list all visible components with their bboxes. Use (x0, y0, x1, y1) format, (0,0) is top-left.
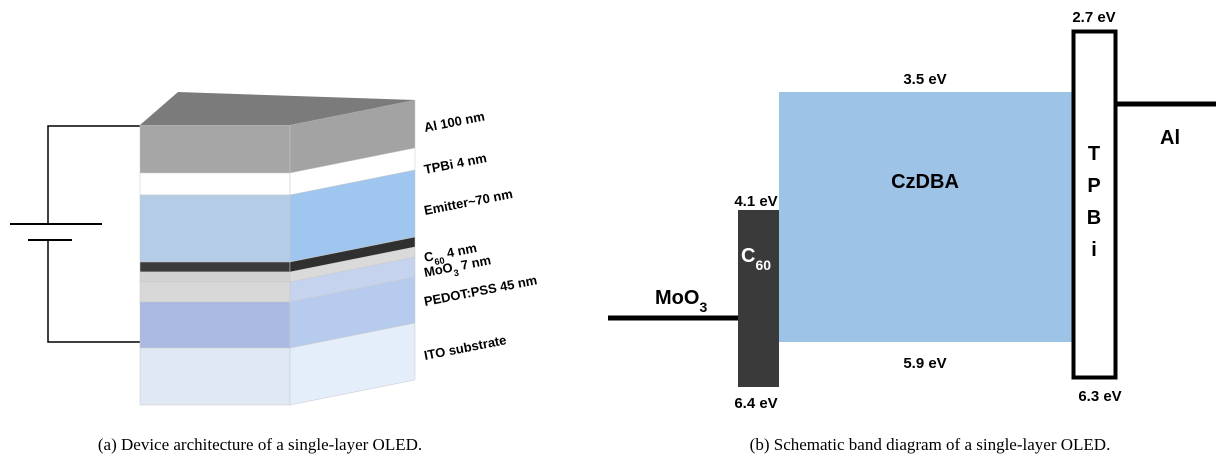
text-part: C (741, 245, 755, 267)
subscript: 60 (755, 257, 771, 273)
layer-label: Al 100 nm (423, 109, 486, 135)
text-part: Emitter~70 nm (423, 186, 514, 218)
energy-label: 5.9 eV (903, 355, 946, 372)
layer-name: CzDBA (891, 171, 959, 193)
tpbi-letter: B (1087, 207, 1101, 229)
layer-front (140, 282, 290, 302)
layer-label: Emitter~70 nm (423, 186, 514, 218)
layer-front (140, 125, 290, 173)
layer-stack (140, 92, 415, 405)
czdba-band (779, 92, 1072, 342)
layer-front (140, 262, 290, 272)
layer-label: PEDOT:PSS 45 nm (423, 272, 539, 309)
layer-name: MoO3 (655, 287, 707, 315)
layer-label: TPBi 4 nm (423, 150, 488, 177)
text-part: ITO substrate (423, 332, 508, 363)
layer-front (140, 173, 290, 195)
text-part: PEDOT:PSS 45 nm (423, 272, 539, 309)
subscript: 3 (699, 299, 707, 315)
text-part: TPBi 4 nm (423, 150, 488, 177)
tpbi-letter: i (1091, 239, 1097, 261)
caption: (a) Device architecture of a single-laye… (98, 435, 422, 454)
layer-label: ITO substrate (423, 332, 508, 363)
layer-front (140, 348, 290, 405)
circuit (10, 126, 140, 342)
figure: Al 100 nmTPBi 4 nmEmitter~70 nmC60 4 nmM… (0, 0, 1216, 468)
energy-label: 4.1 eV (734, 193, 777, 210)
energy-label: 6.4 eV (734, 395, 777, 412)
layer-front (140, 302, 290, 348)
text-part: Al 100 nm (423, 109, 486, 135)
energy-label: 3.5 eV (903, 71, 946, 88)
text-part: MoO (655, 287, 699, 309)
tpbi-letter: P (1087, 175, 1100, 197)
layer-front (140, 272, 290, 282)
caption: (b) Schematic band diagram of a single-l… (750, 435, 1111, 454)
layer-front (140, 195, 290, 262)
tpbi-band (1074, 32, 1116, 378)
c60-band (738, 210, 779, 387)
tpbi-letter: T (1088, 143, 1100, 165)
energy-label: 6.3 eV (1078, 388, 1121, 405)
layer-name: Al (1160, 127, 1180, 149)
energy-label: 2.7 eV (1072, 9, 1115, 26)
